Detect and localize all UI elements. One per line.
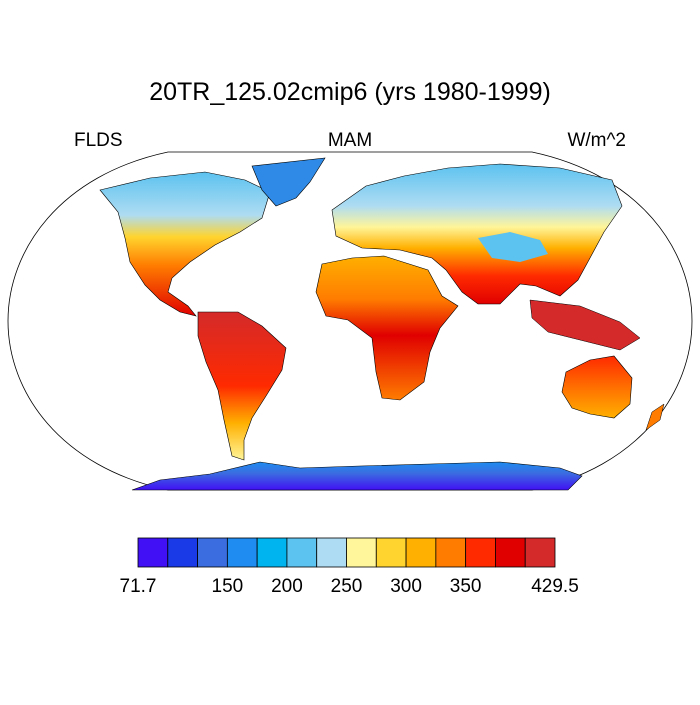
- colorbar-label: 200: [271, 576, 303, 597]
- colorbar-box: [435, 537, 467, 568]
- new-zealand: [645, 403, 665, 431]
- colorbar-box: [316, 537, 347, 568]
- colorbar-box: [346, 537, 377, 568]
- colorbar-box: [226, 537, 258, 568]
- colorbar-label: 250: [331, 576, 363, 597]
- colorbar: 71.7 150 200 250 300 350 429.5: [120, 537, 579, 597]
- africa: [315, 255, 459, 401]
- colorbar-label: 429.5: [531, 576, 579, 597]
- greenland: [251, 157, 326, 207]
- colorbar-box: [286, 537, 318, 568]
- map: [7, 151, 693, 491]
- title: 20TR_125.02cmip6 (yrs 1980-1999): [149, 78, 551, 106]
- north-america: [99, 171, 271, 317]
- tibet: [478, 232, 548, 262]
- colorbar-label: 300: [390, 576, 422, 597]
- colorbar-box: [137, 537, 169, 568]
- colorbar-label: 71.7: [120, 576, 157, 597]
- south-america: [197, 311, 287, 461]
- colorbar-label: 150: [212, 576, 244, 597]
- center-label: MAM: [328, 130, 372, 151]
- maritime-continent: [529, 299, 641, 351]
- eurasia: [331, 163, 623, 305]
- colorbar-box: [197, 537, 228, 568]
- left-label: FLDS: [74, 130, 123, 151]
- colorbar-box: [405, 537, 437, 568]
- colorbar-box: [375, 537, 407, 568]
- colorbar-box: [167, 537, 198, 568]
- colorbar-box: [524, 537, 556, 568]
- colorbar-label: 350: [450, 576, 482, 597]
- right-label: W/m^2: [567, 130, 626, 151]
- colorbar-box: [495, 537, 526, 568]
- colorbar-box: [256, 537, 288, 568]
- australia: [561, 355, 633, 419]
- colorbar-box: [465, 537, 496, 568]
- antarctica: [131, 461, 583, 491]
